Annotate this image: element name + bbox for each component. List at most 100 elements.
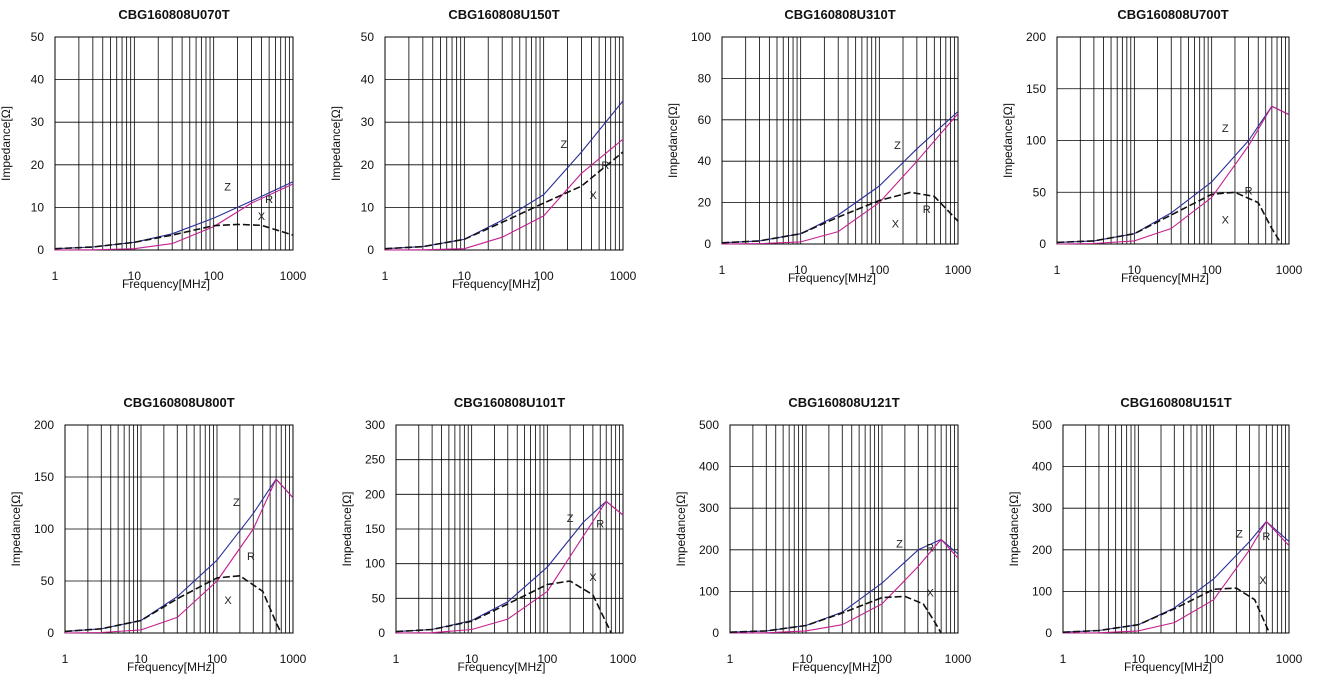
y-tick-label: 30: [361, 115, 375, 129]
series-z-line: [1056, 105, 1290, 243]
x-axis-label: Frequency[MHz]: [122, 277, 210, 291]
chart-panel-7: CBG160808U121T 0 100 200 300 400 500 1 10 100 1000…: [674, 395, 972, 674]
x-tick-label: 10: [1132, 652, 1146, 666]
series-r-line: [729, 538, 959, 634]
y-tick-label: 0: [37, 243, 44, 257]
chart-title: CBG160808U070T: [118, 7, 229, 22]
curve-label-r: R: [601, 160, 609, 172]
x-tick-label: 100: [872, 652, 892, 666]
x-tick-label: 1: [52, 269, 59, 283]
y-tick-label: 40: [361, 73, 375, 87]
y-axis-label: Impedance[Ω]: [9, 491, 23, 566]
y-tick-label: 0: [378, 626, 385, 640]
x-tick-label: 1: [382, 269, 389, 283]
plot-frame: [64, 424, 294, 634]
curve-label-z: Z: [894, 140, 901, 152]
x-tick-label: 1: [1060, 652, 1067, 666]
chart-title: CBG160808U121T: [788, 395, 899, 410]
y-tick-label: 10: [361, 200, 375, 214]
y-tick-label: 150: [34, 470, 54, 484]
series-x-line: [1062, 587, 1271, 634]
x-tick-label: 1: [727, 652, 734, 666]
x-tick-label: 1000: [1276, 652, 1303, 666]
curve-label-z: Z: [224, 181, 231, 193]
plot-frame: [1056, 36, 1290, 245]
chart-panel-1: CBG160808U070T 0 10 20 30 40 50 1 10 100 1000 Frequ…: [0, 7, 307, 291]
series-x-line: [721, 191, 959, 244]
chart-title: CBG160808U800T: [123, 395, 234, 410]
x-axis-label: Frequency[MHz]: [792, 660, 880, 674]
y-axis-label: Impedance[Ω]: [666, 103, 680, 178]
plot-frame: [384, 36, 624, 251]
y-tick-label: 40: [31, 73, 45, 87]
series-z-line: [1062, 520, 1290, 633]
y-axis-label: Impedance[Ω]: [0, 106, 13, 181]
y-tick-label: 0: [367, 243, 374, 257]
y-axis-label: Impedance[Ω]: [1007, 491, 1021, 566]
chart-title: CBG160808U101T: [454, 395, 565, 410]
curve-label-x: X: [224, 595, 232, 607]
curve-label-r: R: [1262, 531, 1270, 543]
curve-label-r: R: [247, 551, 255, 563]
chart-title: CBG160808U150T: [448, 7, 559, 22]
y-tick-label: 20: [31, 158, 45, 172]
chart-panel-6: CBG160808U101T 0 50 100 150 200 250 300 1 10 100 10…: [340, 395, 637, 674]
x-tick-label: 10: [465, 652, 479, 666]
y-tick-label: 20: [361, 158, 375, 172]
y-tick-label: 50: [31, 30, 45, 44]
x-tick-label: 10: [134, 652, 148, 666]
x-axis-label: Frequency[MHz]: [452, 277, 540, 291]
y-tick-label: 50: [361, 30, 375, 44]
x-tick-label: 10: [128, 269, 142, 283]
curve-label-r: R: [926, 542, 934, 554]
series-z-line: [64, 478, 294, 632]
x-tick-label: 1: [62, 652, 69, 666]
y-tick-label: 200: [34, 418, 54, 432]
series-r-line: [54, 183, 294, 251]
y-axis-label: Impedance[Ω]: [340, 491, 354, 566]
x-tick-label: 100: [1202, 263, 1222, 277]
curve-label-z: Z: [233, 497, 240, 509]
plot-frame: [395, 424, 624, 634]
y-tick-label: 300: [699, 501, 719, 515]
chart-panel-5: CBG160808U800T 0 50 100 150 200 1 10 100 1000 Freq…: [9, 395, 307, 674]
y-tick-label: 400: [699, 460, 719, 474]
series-z-line: [384, 100, 624, 250]
series-r-line: [64, 478, 294, 634]
x-tick-label: 100: [207, 652, 227, 666]
x-tick-label: 1: [1054, 263, 1061, 277]
series-x-line: [395, 580, 613, 634]
y-tick-label: 0: [712, 626, 719, 640]
y-tick-label: 100: [34, 522, 54, 536]
plot-frame: [721, 36, 959, 245]
x-tick-label: 100: [869, 263, 889, 277]
x-tick-label: 10: [799, 652, 813, 666]
y-tick-label: 100: [699, 584, 719, 598]
x-tick-label: 100: [1204, 652, 1224, 666]
y-tick-label: 200: [365, 487, 385, 501]
curve-label-z: Z: [561, 139, 568, 151]
y-tick-label: 50: [41, 574, 55, 588]
y-tick-label: 100: [1026, 134, 1046, 148]
y-axis-label: Impedance[Ω]: [674, 491, 688, 566]
series-r-line: [1056, 105, 1290, 245]
plot-frame: [54, 36, 294, 251]
y-tick-label: 0: [704, 237, 711, 251]
y-tick-label: 100: [1032, 584, 1052, 598]
curve-label-r: R: [265, 194, 273, 206]
chart-panel-8: CBG160808U151T 0 100 200 300 400 500 1 10 100 1000…: [1007, 395, 1303, 674]
series-r-line: [384, 138, 624, 251]
chart-panel-3: CBG160808U310T 0 20 40 60 80 100 1 10 100 1000 Freq…: [666, 7, 972, 285]
y-tick-label: 150: [365, 522, 385, 536]
x-tick-label: 1: [393, 652, 400, 666]
x-tick-label: 100: [534, 269, 554, 283]
curve-label-x: X: [926, 587, 934, 599]
y-tick-label: 30: [31, 115, 45, 129]
series-z-line: [729, 538, 959, 633]
y-tick-label: 200: [1032, 543, 1052, 557]
y-tick-label: 500: [1032, 418, 1052, 432]
x-tick-label: 1000: [280, 652, 307, 666]
x-axis-label: Frequency[MHz]: [457, 660, 545, 674]
chart-panel-2: CBG160808U150T 0 10 20 30 40 50 1 10 100 1000 Frequ…: [329, 7, 637, 291]
